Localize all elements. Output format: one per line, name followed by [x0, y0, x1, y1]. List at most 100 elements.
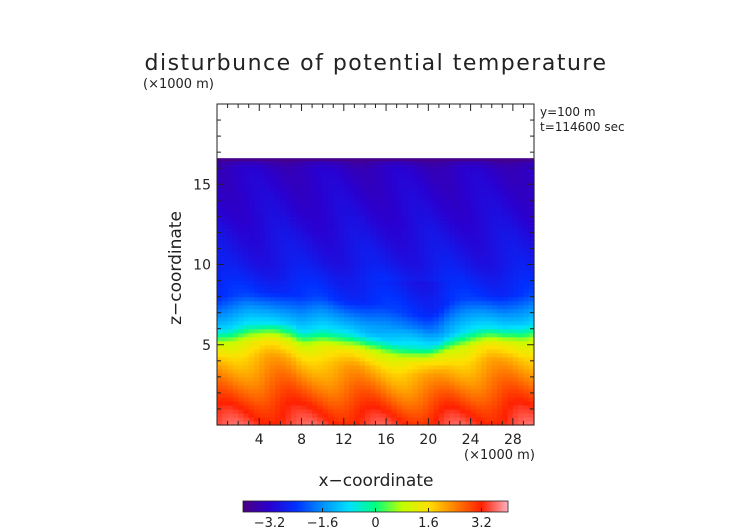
heatmap-cell	[407, 308, 414, 314]
heatmap-cell	[217, 160, 223, 165]
heatmap-cell	[497, 220, 503, 225]
heatmap-cell	[354, 192, 361, 197]
heatmap-cell	[386, 268, 392, 274]
heatmap-cell	[248, 176, 255, 181]
heatmap-cell	[275, 176, 281, 181]
heatmap-cell	[296, 272, 303, 278]
heatmap-cell	[327, 216, 334, 221]
heatmap-cell	[275, 368, 281, 374]
heatmap-cell	[391, 188, 398, 193]
heatmap-cell	[238, 180, 245, 185]
heatmap-cell	[523, 160, 530, 165]
heatmap-cell	[396, 328, 403, 334]
heatmap-cell	[497, 208, 503, 213]
heatmap-cell	[306, 264, 313, 270]
heatmap-cell	[359, 304, 366, 310]
heatmap-cell	[327, 280, 334, 286]
heatmap-cell	[285, 336, 292, 342]
heatmap-cell	[386, 220, 392, 225]
heatmap-cell	[386, 304, 392, 310]
heatmap-cell	[232, 240, 239, 246]
heatmap-cell	[312, 340, 318, 346]
heatmap-cell	[333, 192, 340, 197]
heatmap-cell	[217, 164, 223, 169]
heatmap-cell	[333, 408, 340, 414]
heatmap-cell	[491, 268, 498, 274]
heatmap-cell	[460, 220, 466, 225]
heatmap-cell	[296, 232, 303, 238]
heatmap-cell	[396, 276, 403, 282]
heatmap-cell	[433, 376, 440, 382]
heatmap-cell	[523, 164, 530, 169]
heatmap-cell	[243, 228, 250, 233]
heatmap-cell	[407, 356, 414, 362]
heatmap-cell	[428, 272, 435, 278]
heatmap-cell	[290, 372, 297, 378]
heatmap-cell	[317, 324, 324, 330]
heatmap-cell	[470, 368, 477, 374]
heatmap-cell	[475, 188, 482, 193]
heatmap-cell	[290, 308, 297, 314]
heatmap-cell	[364, 312, 371, 318]
heatmap-cell	[481, 420, 488, 426]
heatmap-cell	[232, 172, 239, 177]
heatmap-cell	[417, 304, 424, 310]
heatmap-cell	[275, 160, 281, 165]
heatmap-cell	[396, 172, 403, 177]
heatmap-cell	[380, 340, 387, 346]
heatmap-cell	[507, 420, 514, 426]
heatmap-cell	[238, 240, 245, 246]
heatmap-cell	[502, 276, 509, 282]
heatmap-cell	[460, 420, 466, 426]
heatmap-cell	[243, 244, 250, 250]
heatmap-cell	[343, 268, 350, 274]
heatmap-cell	[217, 296, 223, 302]
heatmap-cell	[375, 364, 382, 370]
heatmap-cell	[343, 164, 350, 169]
heatmap-cell	[222, 312, 229, 318]
heatmap-cell	[444, 256, 451, 262]
heatmap-cell	[317, 196, 324, 201]
heatmap-cell	[407, 172, 414, 177]
heatmap-cell	[312, 300, 318, 306]
heatmap-cell	[253, 360, 260, 366]
heatmap-cell	[370, 248, 377, 254]
heatmap-cell	[491, 224, 498, 229]
heatmap-cell	[312, 336, 318, 342]
heatmap-cell	[428, 180, 435, 185]
heatmap-cell	[497, 380, 503, 386]
heatmap-cell	[259, 208, 266, 213]
heatmap-cell	[444, 312, 451, 318]
heatmap-cell	[380, 212, 387, 217]
heatmap-cell	[243, 296, 250, 302]
heatmap-cell	[375, 336, 382, 342]
heatmap-cell	[227, 164, 234, 169]
heatmap-cell	[248, 268, 255, 274]
heatmap-cell	[412, 408, 419, 414]
heatmap-cell	[486, 284, 493, 290]
heatmap-cell	[317, 380, 324, 386]
heatmap-cell	[343, 176, 350, 181]
heatmap-cell	[238, 392, 245, 398]
heatmap-cell	[417, 396, 424, 402]
heatmap-cell	[433, 336, 440, 342]
heatmap-cell	[333, 364, 340, 370]
heatmap-cell	[497, 200, 503, 205]
heatmap-cell	[253, 332, 260, 338]
heatmap-cell	[364, 368, 371, 374]
heatmap-cell	[375, 212, 382, 217]
heatmap-cell	[354, 236, 361, 242]
heatmap-cell	[433, 356, 440, 362]
heatmap-cell	[359, 384, 366, 390]
heatmap-cell	[523, 332, 530, 338]
heatmap-cell	[364, 160, 371, 165]
heatmap-cell	[217, 188, 223, 193]
heatmap-cell	[296, 408, 303, 414]
heatmap-cell	[238, 408, 245, 414]
heatmap-cell	[280, 340, 287, 346]
heatmap-cell	[454, 352, 461, 358]
heatmap-cell	[523, 368, 530, 374]
heatmap-cell	[412, 352, 419, 358]
heatmap-cell	[338, 248, 345, 254]
heatmap-cell	[444, 220, 451, 225]
